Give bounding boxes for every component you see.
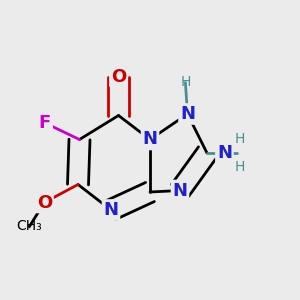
Text: H: H xyxy=(234,160,244,174)
Text: O: O xyxy=(111,68,126,85)
Text: F: F xyxy=(39,114,51,132)
Text: H: H xyxy=(234,132,244,145)
Text: O: O xyxy=(37,194,52,211)
Text: CH₃: CH₃ xyxy=(16,220,42,233)
Text: N: N xyxy=(103,201,118,219)
Text: N: N xyxy=(180,105,195,123)
Text: N: N xyxy=(217,144,232,162)
Text: N: N xyxy=(142,130,158,148)
Text: H: H xyxy=(180,76,190,89)
Text: N: N xyxy=(172,182,188,200)
